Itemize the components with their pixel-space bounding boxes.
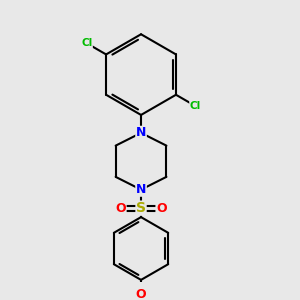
Text: O: O [156, 202, 167, 215]
Text: Cl: Cl [81, 38, 92, 48]
Text: Cl: Cl [190, 101, 201, 111]
Text: N: N [136, 183, 146, 196]
Text: N: N [136, 126, 146, 140]
Text: S: S [136, 201, 146, 215]
Text: O: O [116, 202, 126, 215]
Text: O: O [136, 288, 146, 300]
